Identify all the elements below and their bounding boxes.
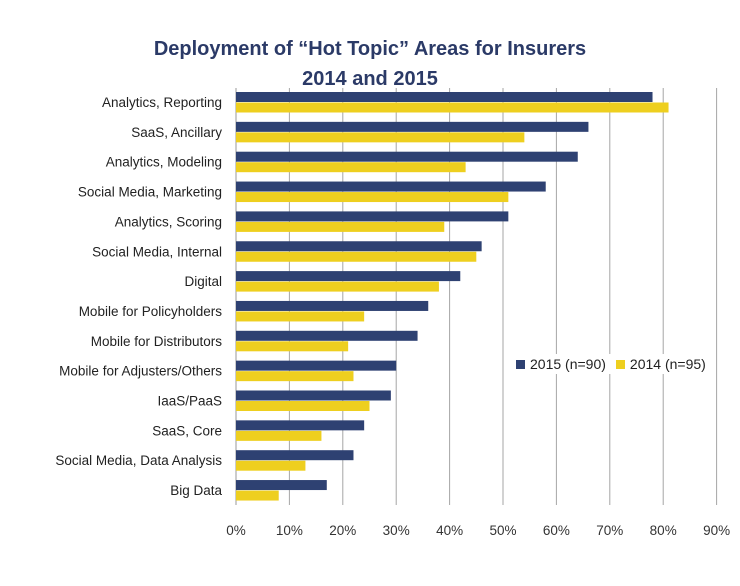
x-tick-label: 60% bbox=[543, 523, 570, 538]
bar-2014 bbox=[236, 371, 354, 382]
category-label: Digital bbox=[184, 274, 222, 289]
legend-swatch-2014 bbox=[615, 359, 625, 369]
category-label: Social Media, Marketing bbox=[78, 185, 222, 200]
x-tick-label: 50% bbox=[489, 523, 516, 538]
legend: 2015 (n=90) 2014 (n=95) bbox=[512, 354, 710, 374]
bar-2015 bbox=[236, 480, 327, 491]
bar-2014 bbox=[236, 281, 439, 292]
legend-label-2015: 2015 (n=90) bbox=[530, 356, 606, 372]
bar-2014 bbox=[236, 102, 669, 113]
x-tick-label: 40% bbox=[436, 523, 463, 538]
bar-2014 bbox=[236, 341, 349, 352]
category-label: Big Data bbox=[170, 483, 222, 498]
category-label: Mobile for Policyholders bbox=[79, 304, 223, 319]
x-tick-label: 0% bbox=[226, 523, 246, 538]
bar-2015 bbox=[236, 211, 509, 222]
bar-2014 bbox=[236, 311, 365, 322]
bar-2014 bbox=[236, 460, 306, 471]
category-label: SaaS, Core bbox=[152, 423, 222, 438]
bar-2014 bbox=[236, 132, 525, 143]
x-tick-label: 30% bbox=[383, 523, 410, 538]
bar-2015 bbox=[236, 241, 482, 252]
category-label: Social Media, Data Analysis bbox=[55, 453, 222, 468]
x-tick-label: 10% bbox=[276, 523, 303, 538]
legend-label-2014: 2014 (n=95) bbox=[629, 356, 706, 372]
category-label: SaaS, Ancillary bbox=[131, 125, 222, 140]
bar-2014 bbox=[236, 162, 466, 173]
category-label: Analytics, Modeling bbox=[106, 155, 222, 170]
category-label: Social Media, Internal bbox=[92, 244, 222, 259]
bar-2014 bbox=[236, 251, 477, 262]
bar-2015 bbox=[236, 330, 418, 341]
category-label: IaaS/PaaS bbox=[157, 394, 222, 409]
bar-2014 bbox=[236, 221, 445, 232]
x-tick-label: 70% bbox=[596, 523, 623, 538]
bar-2014 bbox=[236, 430, 322, 441]
bar-2015 bbox=[236, 92, 653, 102]
x-tick-label: 20% bbox=[329, 523, 356, 538]
category-label: Analytics, Scoring bbox=[115, 214, 222, 229]
bar-2014 bbox=[236, 401, 370, 411]
legend-swatch-2015 bbox=[516, 359, 525, 369]
bar-2015 bbox=[236, 300, 429, 311]
bar-2015 bbox=[236, 360, 397, 371]
bar-2015 bbox=[236, 181, 546, 192]
category-label: Mobile for Distributors bbox=[91, 334, 223, 349]
bar-2014 bbox=[236, 192, 509, 203]
bar-2015 bbox=[236, 450, 354, 461]
bar-2015 bbox=[236, 271, 461, 282]
chart-title: Deployment of “Hot Topic” Areas for Insu… bbox=[153, 38, 587, 60]
bar-2014 bbox=[236, 490, 279, 501]
bar-2015 bbox=[236, 151, 578, 162]
chart-subtitle: 2014 and 2015 bbox=[302, 68, 438, 90]
category-label: Mobile for Adjusters/Others bbox=[59, 364, 222, 379]
bar-2015 bbox=[236, 390, 391, 401]
x-tick-label: 80% bbox=[650, 523, 677, 538]
category-label: Analytics, Reporting bbox=[102, 95, 222, 110]
bar-2015 bbox=[236, 420, 365, 431]
x-tick-label: 90% bbox=[703, 523, 730, 538]
bar-2015 bbox=[236, 121, 589, 132]
